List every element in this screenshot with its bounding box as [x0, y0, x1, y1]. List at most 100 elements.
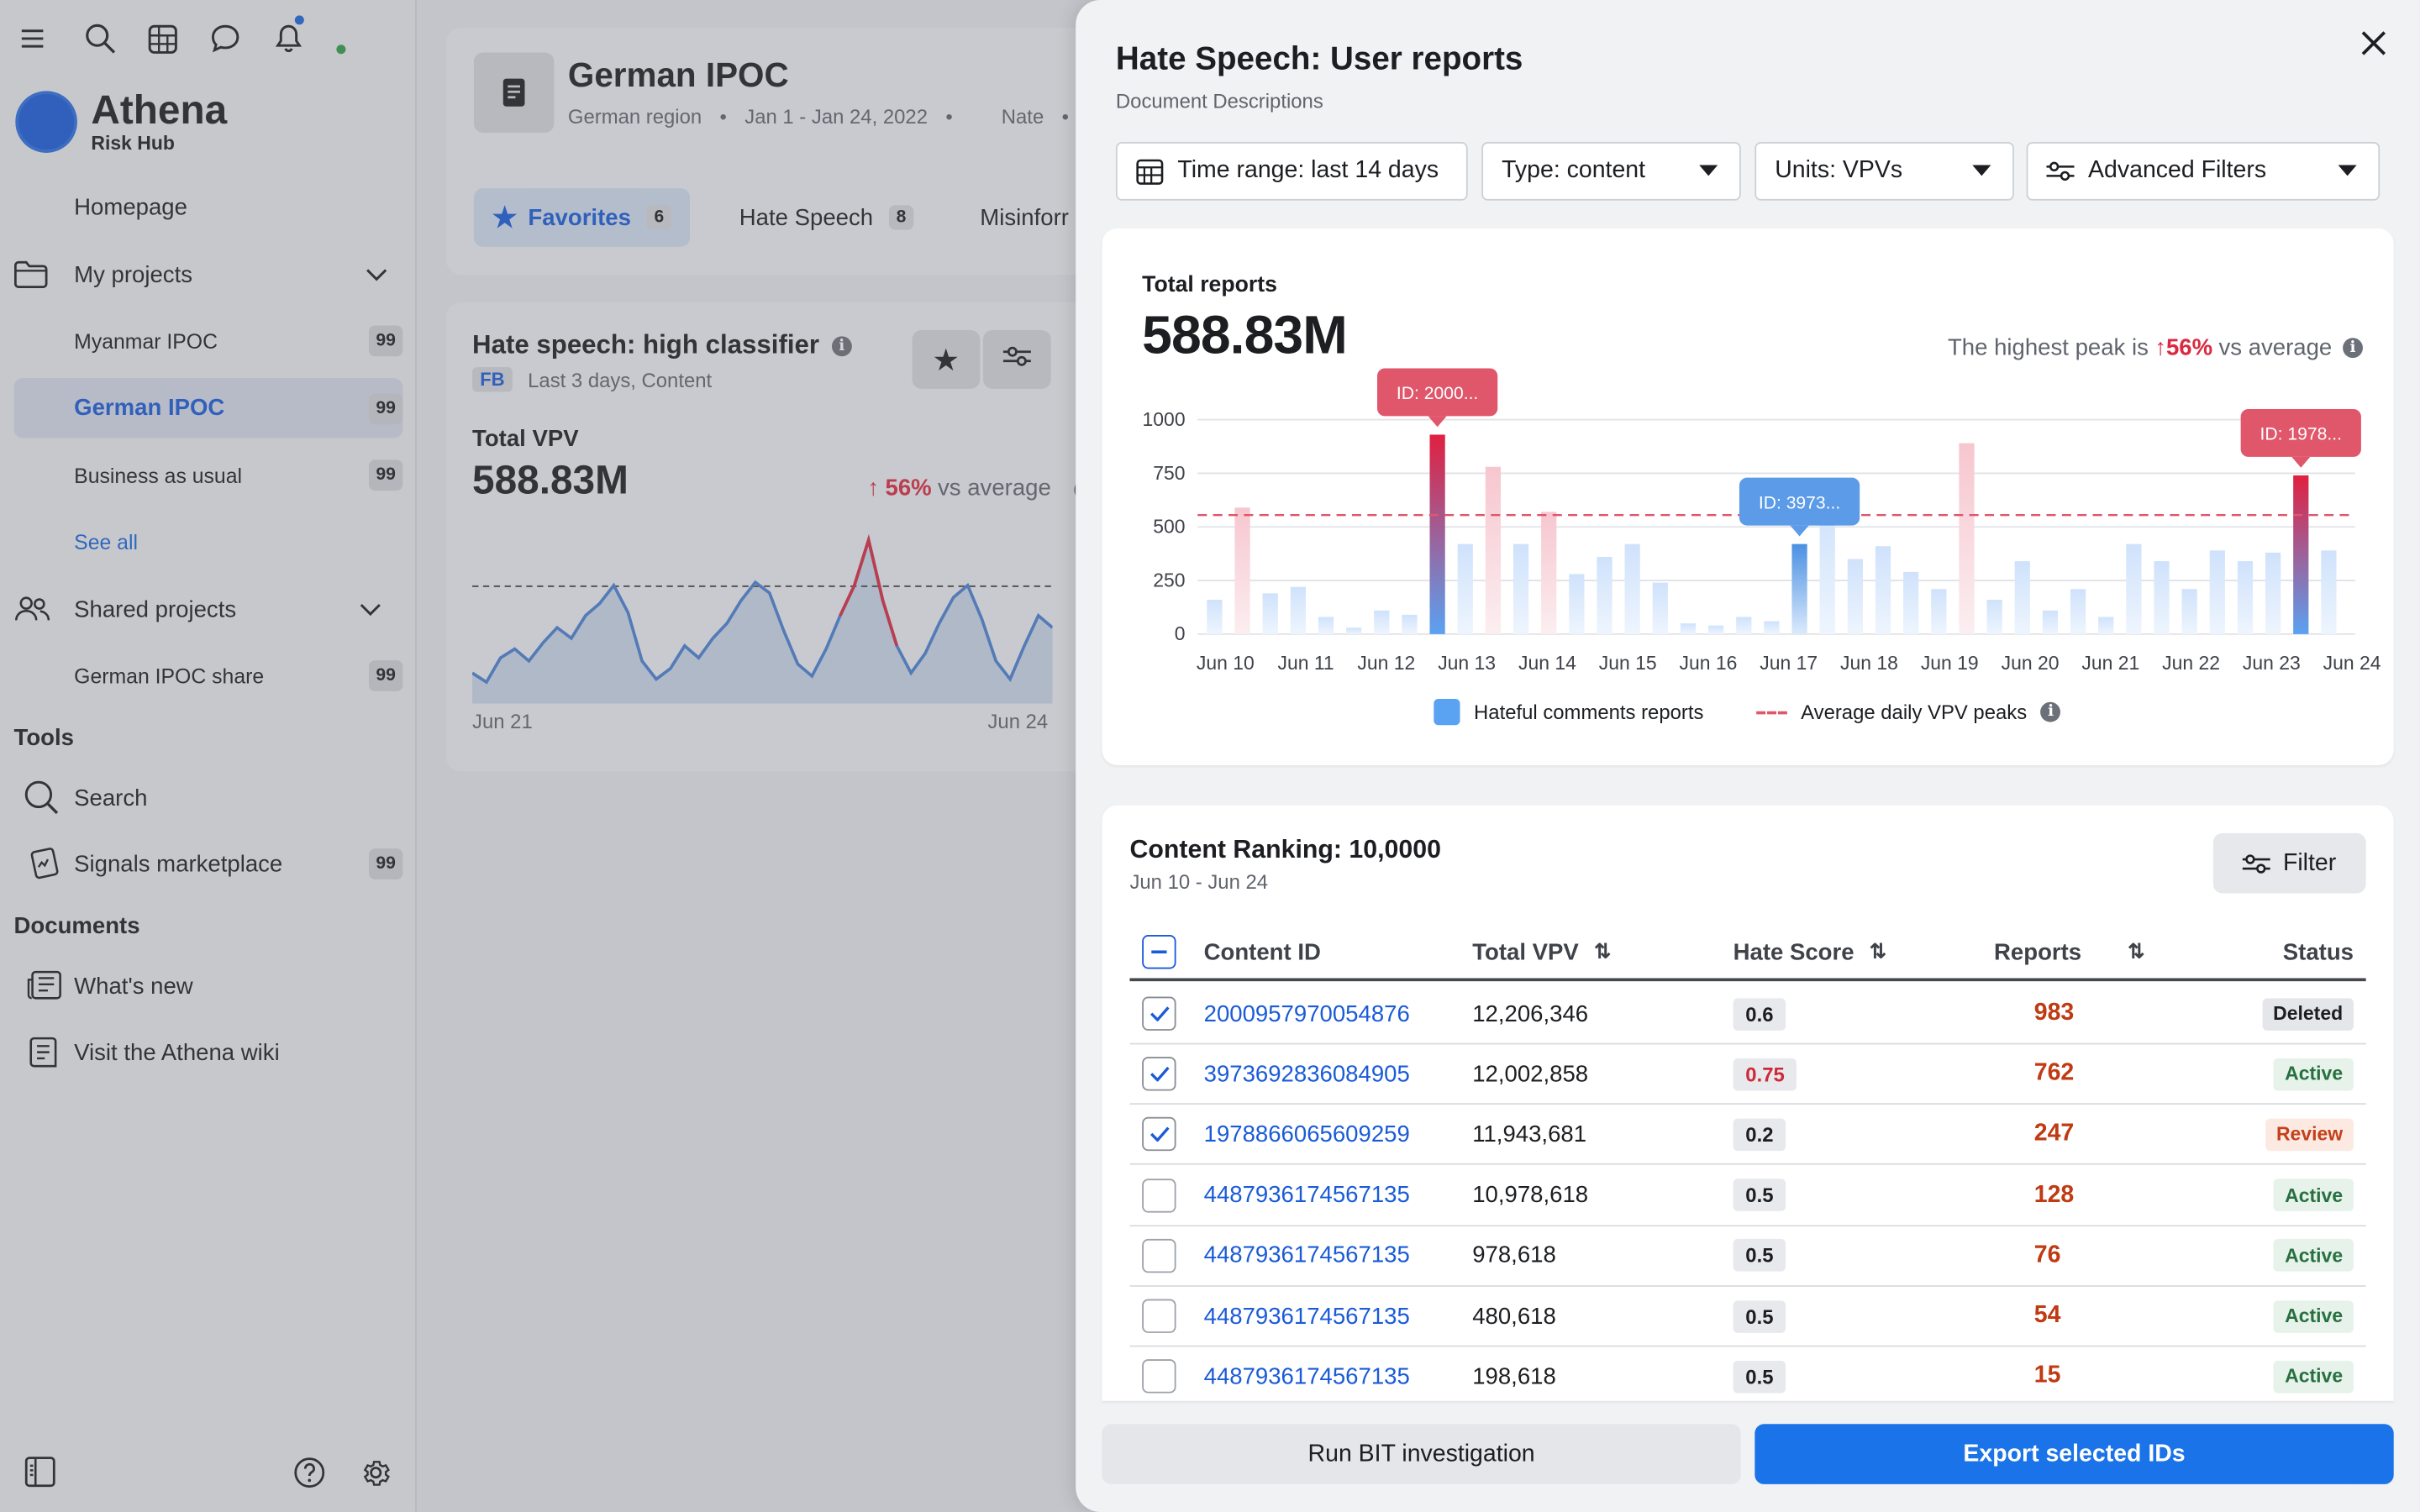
chat-icon[interactable]: [211, 18, 274, 59]
bar[interactable]: [2014, 561, 2030, 634]
row-checkbox[interactable]: [1142, 1166, 1176, 1225]
bar-tooltip[interactable]: ID: 1978...: [2240, 408, 2361, 468]
row-checkbox[interactable]: [1142, 1045, 1176, 1104]
bar[interactable]: [2126, 543, 2142, 634]
brand[interactable]: Athena Risk Hub: [15, 90, 227, 155]
header-total-vpv[interactable]: Total VPV ⇅: [1472, 926, 1611, 978]
sidebar-item-homepage[interactable]: Homepage: [14, 177, 403, 236]
bar[interactable]: [1652, 582, 1668, 634]
bar[interactable]: [2181, 589, 2197, 634]
header-status[interactable]: Status: [2282, 938, 2354, 965]
search-icon[interactable]: [85, 18, 148, 59]
type-filter[interactable]: Type: content: [1481, 141, 1741, 201]
row-checkbox[interactable]: [1142, 1105, 1176, 1164]
bar[interactable]: [1959, 443, 1975, 634]
sidebar-item-athena-wiki[interactable]: Visit the Athena wiki: [14, 1023, 403, 1082]
bar[interactable]: [1234, 507, 1250, 634]
bar[interactable]: [1764, 621, 1780, 634]
settings-gear-icon[interactable]: [360, 1457, 392, 1497]
bar[interactable]: [2265, 552, 2281, 634]
bar[interactable]: [1903, 571, 1919, 634]
see-all-link[interactable]: See all: [14, 512, 403, 571]
bar[interactable]: [2098, 617, 2114, 634]
sidebar-item-myanmar-ipoc[interactable]: Myanmar IPOC 99: [14, 312, 403, 370]
row-checkbox[interactable]: [1142, 984, 1176, 1043]
collapse-sidebar-icon[interactable]: [24, 1457, 55, 1495]
bar[interactable]: [1318, 617, 1334, 634]
menu-icon[interactable]: [21, 18, 85, 59]
header-content-id[interactable]: Content ID: [1203, 938, 1321, 965]
bar[interactable]: [1791, 543, 1807, 634]
content-id-link[interactable]: 3973692836084905: [1203, 1061, 1410, 1088]
content-id-link[interactable]: 4487936174567135: [1203, 1182, 1410, 1209]
sidebar-item-german-ipoc[interactable]: German IPOC 99: [13, 377, 403, 438]
bar[interactable]: [1402, 614, 1418, 634]
bar[interactable]: [1346, 627, 1362, 634]
sort-icon[interactable]: ⇅: [1869, 939, 1886, 963]
notification-bell-icon[interactable]: [274, 15, 337, 59]
bar[interactable]: [1708, 625, 1724, 634]
chevron-down-icon[interactable]: [366, 261, 387, 287]
bar[interactable]: [2070, 589, 2086, 634]
bar[interactable]: [2154, 561, 2170, 634]
select-all-checkbox[interactable]: [1142, 926, 1176, 978]
content-id-link[interactable]: 4487936174567135: [1203, 1242, 1410, 1269]
sidebar-item-shared-projects[interactable]: Shared projects: [14, 580, 403, 639]
bar[interactable]: [1847, 559, 1863, 634]
tab-misinformation[interactable]: Misinforr: [961, 188, 1087, 247]
bar[interactable]: [1680, 623, 1697, 634]
row-checkbox[interactable]: [1142, 1347, 1176, 1401]
sidebar-item-german-ipoc-share[interactable]: German IPOC share 99: [14, 647, 403, 706]
bar[interactable]: [1819, 507, 1835, 634]
bar[interactable]: [1624, 543, 1640, 634]
bar[interactable]: [1736, 617, 1752, 634]
table-row[interactable]: 1978866065609259 11,943,681 0.2 247 Review: [1129, 1105, 2366, 1166]
row-checkbox[interactable]: [1142, 1287, 1176, 1346]
bar[interactable]: [1986, 600, 2002, 634]
content-id-link[interactable]: 4487936174567135: [1203, 1303, 1410, 1330]
bar[interactable]: [1875, 546, 1891, 634]
content-id-link[interactable]: 4487936174567135: [1203, 1363, 1410, 1390]
content-id-link[interactable]: 2000957970054876: [1203, 1000, 1410, 1027]
info-icon[interactable]: i: [2040, 701, 2061, 722]
table-row[interactable]: 3973692836084905 12,002,858 0.75 762 Active: [1129, 1045, 2366, 1105]
table-row[interactable]: 4487936174567135 198,618 0.5 15 Active: [1129, 1347, 2365, 1401]
sort-icon[interactable]: ⇅: [1594, 939, 1612, 963]
bar[interactable]: [1429, 434, 1445, 634]
bar[interactable]: [2042, 610, 2059, 634]
advanced-filters[interactable]: Advanced Filters: [2026, 141, 2381, 201]
row-checkbox[interactable]: [1142, 1226, 1176, 1285]
tab-favorites[interactable]: ★ Favorites 6: [473, 188, 691, 247]
chevron-down-icon[interactable]: [360, 596, 381, 622]
run-bit-investigation-button[interactable]: Run BIT investigation: [1102, 1424, 1741, 1484]
help-icon[interactable]: [293, 1457, 326, 1497]
bar[interactable]: [1931, 589, 1947, 634]
info-icon[interactable]: i: [2343, 338, 2363, 359]
header-hate-score[interactable]: Hate Score ⇅: [1733, 926, 1886, 978]
time-range-filter[interactable]: Time range: last 14 days: [1115, 141, 1468, 201]
bar[interactable]: [1262, 593, 1278, 634]
bar[interactable]: [1597, 556, 1612, 634]
tab-hate-speech[interactable]: Hate Speech 8: [721, 188, 933, 247]
table-row[interactable]: 2000957970054876 12,206,346 0.6 983 Deleted: [1129, 984, 2366, 1045]
units-filter[interactable]: Units: VPVs: [1754, 141, 2014, 201]
bar[interactable]: [1569, 574, 1585, 634]
bar-tooltip[interactable]: ID: 3973...: [1739, 477, 1860, 537]
bar[interactable]: [1207, 600, 1223, 634]
bar[interactable]: [1374, 610, 1390, 634]
sidebar-item-search[interactable]: Search: [14, 769, 403, 827]
table-icon[interactable]: [148, 18, 211, 59]
bar[interactable]: [1512, 543, 1529, 634]
filter-button[interactable]: Filter: [2212, 832, 2366, 894]
bar[interactable]: [2321, 550, 2337, 634]
bar[interactable]: [2237, 561, 2254, 634]
favorite-button[interactable]: ★: [912, 330, 981, 389]
bar[interactable]: [1541, 512, 1557, 634]
sidebar-item-business-as-usual[interactable]: Business as usual 99: [14, 446, 403, 505]
bar[interactable]: [1457, 543, 1473, 634]
table-row[interactable]: 4487936174567135 480,618 0.5 54 Active: [1129, 1287, 2366, 1347]
info-icon[interactable]: i: [831, 335, 852, 356]
table-row[interactable]: 4487936174567135 978,618 0.5 76 Active: [1129, 1226, 2366, 1287]
widget-settings-button[interactable]: [982, 330, 1051, 389]
table-row[interactable]: 4487936174567135 10,978,618 0.5 128 Active: [1129, 1166, 2366, 1226]
